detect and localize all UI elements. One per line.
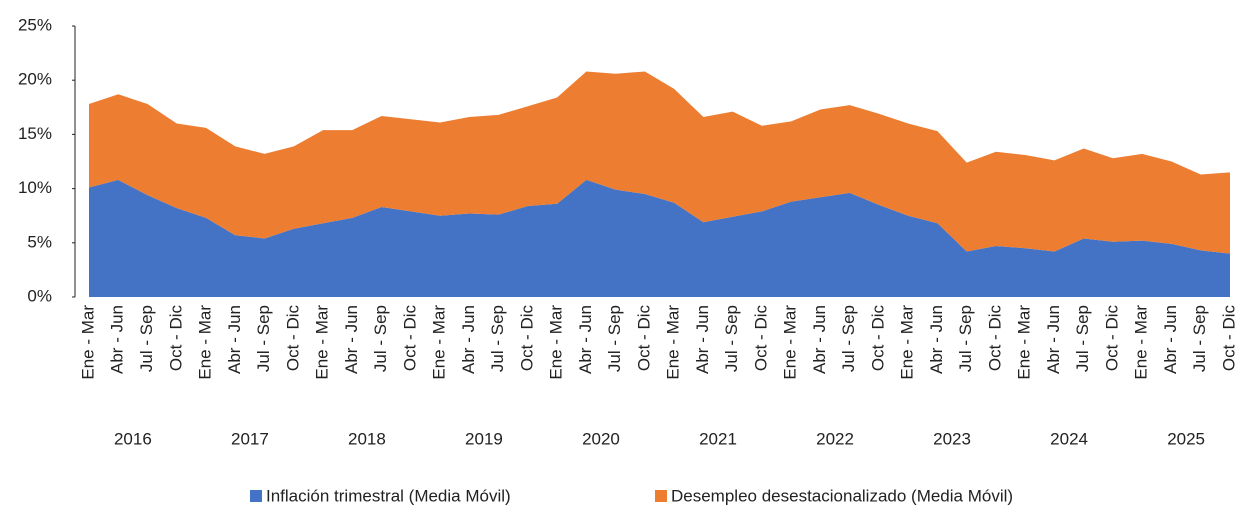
x-tick-label: Jul - Sep xyxy=(254,305,273,372)
group-label: 2021 xyxy=(699,429,737,448)
x-tick-label: Ene - Mar xyxy=(313,305,332,380)
legend-swatch xyxy=(250,490,262,502)
x-tick-label: Ene - Mar xyxy=(1015,305,1034,380)
group-label: 2017 xyxy=(231,429,269,448)
y-tick-label: 5% xyxy=(27,232,52,251)
x-tick-label: Abr - Jun xyxy=(342,305,361,374)
x-tick-label: Oct - Dic xyxy=(166,305,185,372)
x-tick-label: Jul - Sep xyxy=(839,305,858,372)
x-tick-label: Jul - Sep xyxy=(371,305,390,372)
area xyxy=(89,179,1230,297)
group-label: 2025 xyxy=(1167,429,1205,448)
x-tick-label: Jul - Sep xyxy=(1073,305,1092,372)
x-tick-label: Abr - Jun xyxy=(225,305,244,374)
group-label: 2020 xyxy=(582,429,620,448)
y-tick-label: 25% xyxy=(18,15,52,34)
legend-swatch xyxy=(655,490,667,502)
x-tick-label: Ene - Mar xyxy=(898,305,917,380)
group-label: 2022 xyxy=(816,429,854,448)
x-tick-label: Jul - Sep xyxy=(1190,305,1209,372)
x-tick-label: Ene - Mar xyxy=(781,305,800,380)
group-label: 2023 xyxy=(933,429,971,448)
x-tick-label: Oct - Dic xyxy=(868,305,887,372)
x-tick-label: Jul - Sep xyxy=(956,305,975,372)
x-tick-label: Oct - Dic xyxy=(1102,305,1121,372)
x-tick-label: Ene - Mar xyxy=(196,305,215,380)
group-label: 2024 xyxy=(1050,429,1088,448)
x-tick-label: Abr - Jun xyxy=(1161,305,1180,374)
y-tick-label: 20% xyxy=(18,70,52,89)
legend-label: Inflación trimestral (Media Móvil) xyxy=(266,486,511,505)
x-tick-label: Oct - Dic xyxy=(751,305,770,372)
group-label: 2019 xyxy=(465,429,503,448)
area xyxy=(89,71,1230,254)
x-tick-label: Ene - Mar xyxy=(664,305,683,380)
y-tick-label: 10% xyxy=(18,178,52,197)
x-tick-label: Abr - Jun xyxy=(927,305,946,374)
x-tick-label: Oct - Dic xyxy=(1219,305,1238,372)
x-tick-label: Ene - Mar xyxy=(430,305,449,380)
x-tick-label: Abr - Jun xyxy=(693,305,712,374)
x-tick-label: Oct - Dic xyxy=(985,305,1004,372)
x-tick-label: Abr - Jun xyxy=(459,305,478,374)
x-tick-label: Jul - Sep xyxy=(488,305,507,372)
x-tick-label: Jul - Sep xyxy=(137,305,156,372)
x-tick-label: Jul - Sep xyxy=(722,305,741,372)
y-tick-label: 0% xyxy=(27,286,52,305)
x-tick-label: Abr - Jun xyxy=(576,305,595,374)
x-tick-label: Abr - Jun xyxy=(108,305,127,374)
x-tick-label: Jul - Sep xyxy=(605,305,624,372)
x-tick-label: Oct - Dic xyxy=(634,305,653,372)
y-tick-label: 15% xyxy=(18,124,52,143)
x-tick-label: Abr - Jun xyxy=(810,305,829,374)
x-tick-label: Ene - Mar xyxy=(547,305,566,380)
x-tick-label: Oct - Dic xyxy=(400,305,419,372)
group-label: 2016 xyxy=(114,429,152,448)
group-label: 2018 xyxy=(348,429,386,448)
x-tick-label: Ene - Mar xyxy=(78,305,97,380)
x-tick-label: Oct - Dic xyxy=(283,305,302,372)
legend-label: Desempleo desestacionalizado (Media Móvi… xyxy=(671,486,1013,505)
x-tick-label: Oct - Dic xyxy=(517,305,536,372)
x-tick-label: Ene - Mar xyxy=(1132,305,1151,380)
x-tick-label: Abr - Jun xyxy=(1044,305,1063,374)
